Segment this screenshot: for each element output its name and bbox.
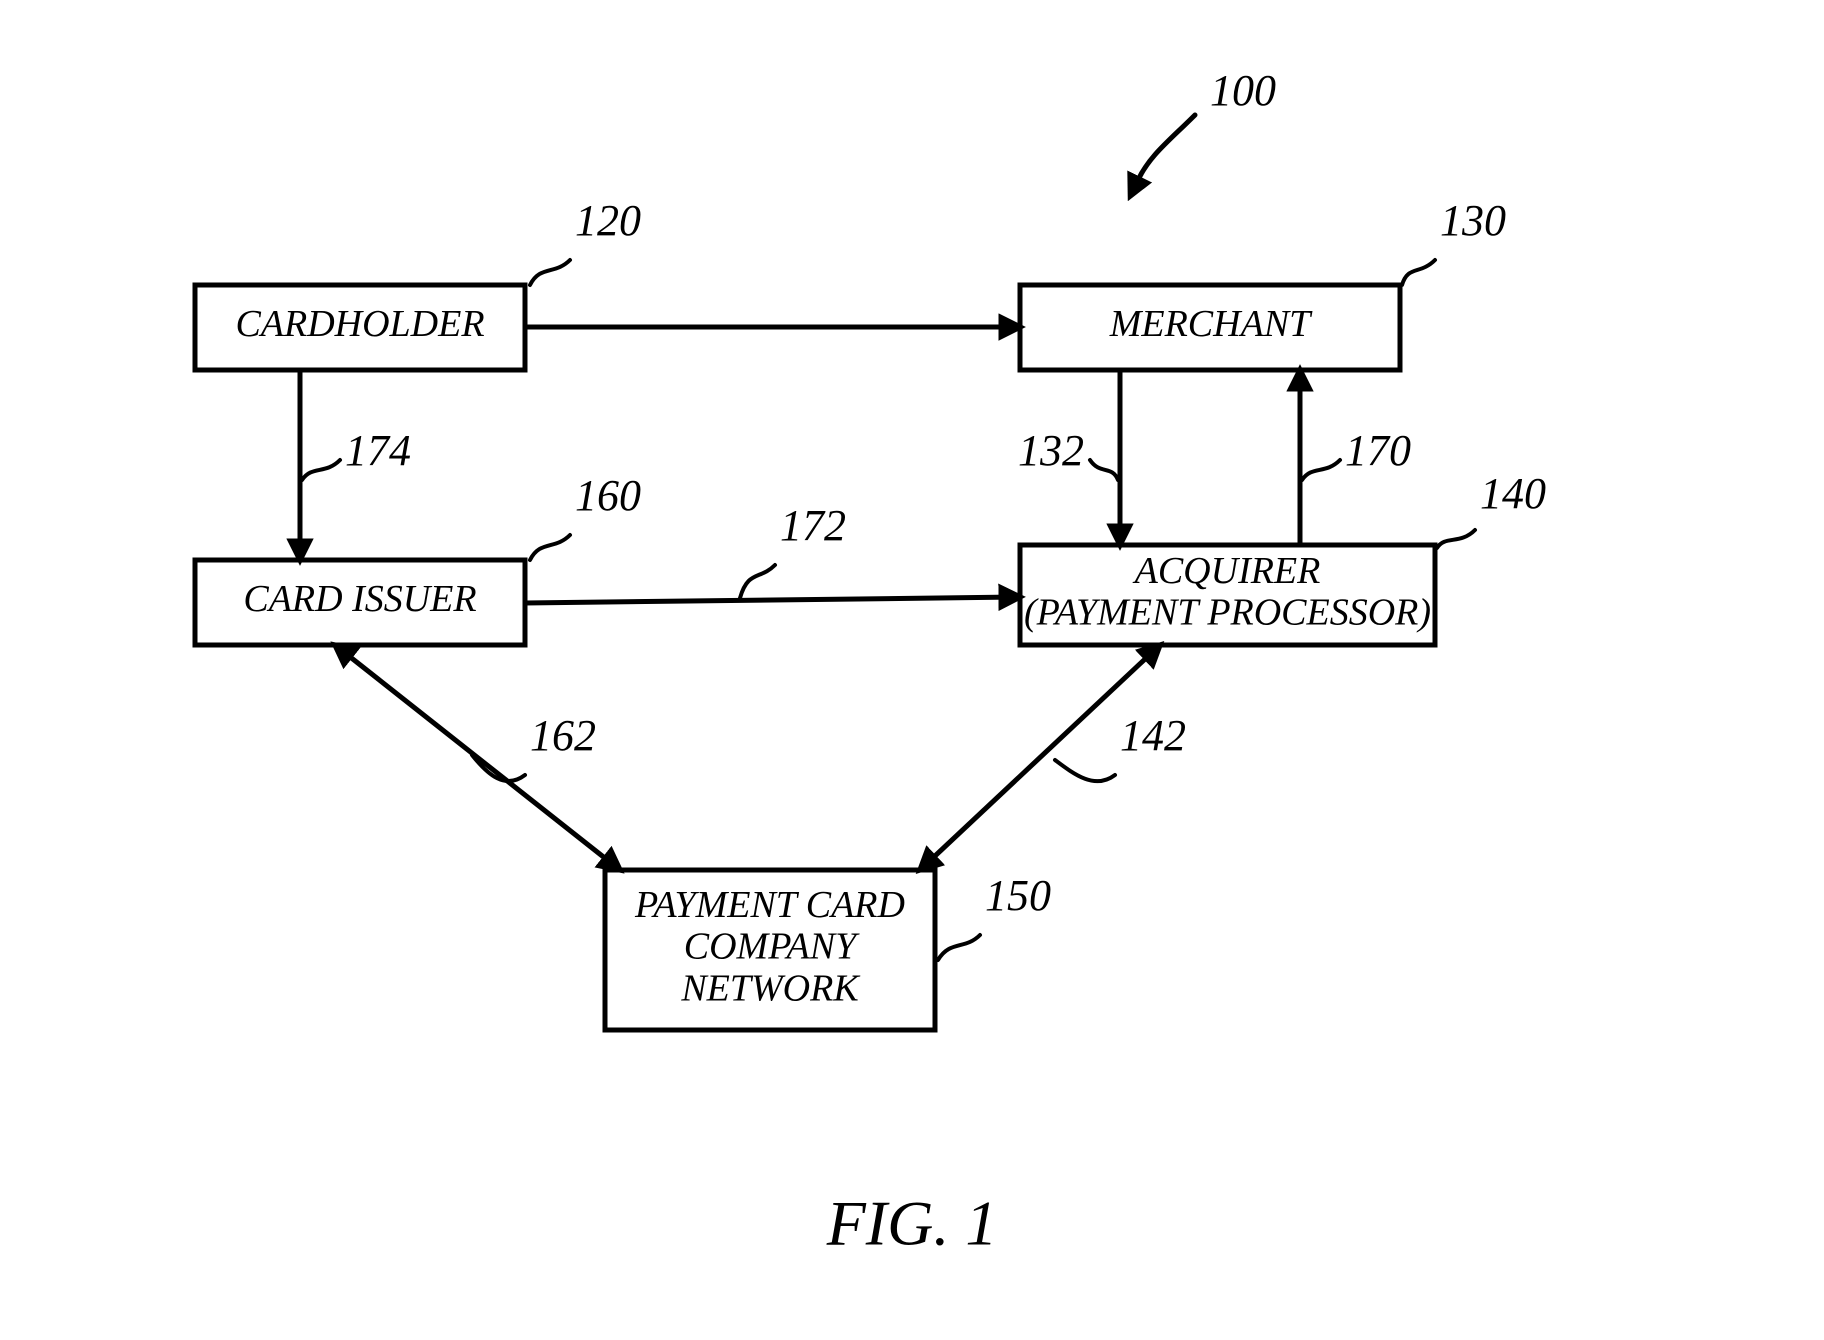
edge-issuer-to-network-refnum: 162	[530, 711, 596, 760]
edge-issuer-to-acquirer	[525, 597, 1020, 603]
edge-issuer-to-acquirer-leader	[740, 565, 775, 598]
node-card_issuer-leader	[530, 535, 570, 560]
node-label: ACQUIRER	[1132, 550, 1321, 592]
edge-acquirer-to-merchant-up-refnum: 170	[1345, 426, 1411, 475]
node-cardholder: CARDHOLDER	[195, 285, 525, 370]
node-label: CARD ISSUER	[243, 578, 476, 620]
node-card_issuer: CARD ISSUER	[195, 560, 525, 645]
edge-merchant-to-acquirer-down-refnum: 132	[1018, 426, 1084, 475]
node-merchant-leader	[1402, 260, 1435, 285]
flowchart-canvas: CARDHOLDER MERCHANT CARD ISSUER ACQUIRER(PA…	[0, 0, 1824, 1340]
node-label: NETWORK	[680, 968, 860, 1010]
edge-merchant-to-acquirer-down-leader	[1090, 460, 1118, 480]
figure-ref-arrow	[1138, 115, 1195, 180]
node-merchant-refnum: 130	[1440, 196, 1506, 245]
node-acquirer: ACQUIRER(PAYMENT PROCESSOR)	[1020, 545, 1435, 645]
node-label: PAYMENT CARD	[634, 884, 905, 926]
node-label: COMPANY	[684, 926, 860, 968]
node-label: MERCHANT	[1109, 303, 1313, 345]
node-cardholder-refnum: 120	[575, 196, 641, 245]
edge-cardholder-to-issuer-refnum: 174	[345, 426, 411, 475]
edge-issuer-to-acquirer-refnum: 172	[780, 501, 846, 550]
node-network-leader	[938, 935, 980, 960]
node-network-refnum: 150	[985, 871, 1051, 920]
node-card_issuer-refnum: 160	[575, 471, 641, 520]
node-acquirer-refnum: 140	[1480, 469, 1546, 518]
node-label: (PAYMENT PROCESSOR)	[1024, 592, 1431, 634]
node-label: CARDHOLDER	[235, 303, 484, 345]
figure-caption: FIG. 1	[826, 1188, 998, 1259]
edge-acquirer-to-merchant-up-leader	[1302, 460, 1340, 480]
node-merchant: MERCHANT	[1020, 285, 1400, 370]
edge-acquirer-to-network-leader	[1055, 760, 1115, 781]
node-network: PAYMENT CARDCOMPANYNETWORK	[605, 870, 935, 1030]
node-acquirer-leader	[1437, 530, 1475, 548]
node-cardholder-leader	[530, 260, 570, 285]
figure-ref-num: 100	[1210, 66, 1276, 115]
edge-acquirer-to-network-refnum: 142	[1120, 711, 1186, 760]
edge-cardholder-to-issuer-leader	[302, 460, 340, 480]
